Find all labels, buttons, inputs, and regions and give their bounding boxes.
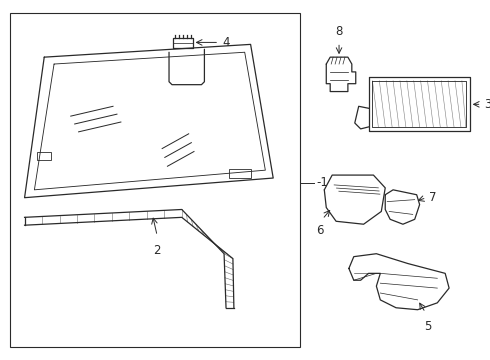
Bar [10, 13, 300, 347]
Text: 7: 7 [429, 191, 437, 204]
Bar [229, 169, 250, 178]
Bar [37, 152, 51, 160]
Text: 5: 5 [424, 320, 431, 333]
Text: 4: 4 [222, 36, 230, 49]
Text: -1: -1 [317, 176, 328, 189]
Text: 8: 8 [335, 24, 343, 37]
Text: 6: 6 [317, 224, 324, 237]
Text: 2: 2 [153, 244, 161, 257]
Text: 3: 3 [485, 98, 490, 111]
